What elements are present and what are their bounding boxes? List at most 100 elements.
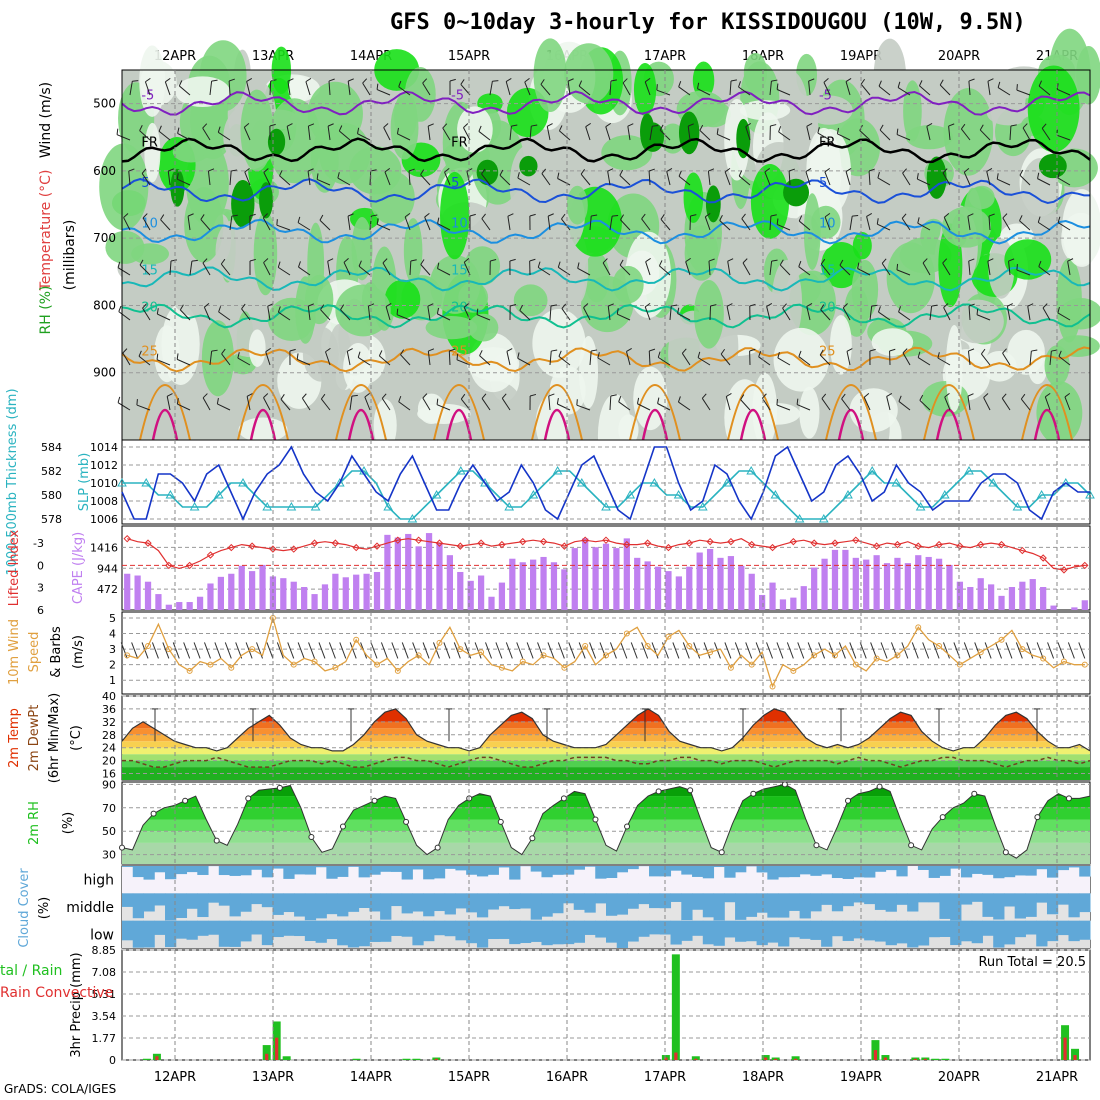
wind-barb — [742, 262, 751, 276]
wind-barb-flag — [319, 214, 324, 221]
cloud-cell — [799, 893, 811, 919]
wind-barb-flag — [400, 349, 405, 355]
wind-barb — [217, 403, 231, 411]
cloud-cell — [487, 866, 499, 875]
wind-barb-flag — [547, 123, 553, 127]
wind10m-point — [644, 643, 651, 649]
cloud-cell — [240, 920, 252, 942]
wind-barb — [657, 403, 671, 411]
wind-barb-flag — [876, 218, 879, 225]
wind-barb-flag — [325, 347, 331, 353]
thickness-point — [625, 489, 636, 499]
wind-barb-flag — [968, 258, 975, 262]
legend-convective: Rain Convective — [0, 985, 113, 1001]
wind-barb — [669, 306, 672, 321]
wind-barb-flag — [481, 213, 486, 219]
wind-barb-flag — [620, 214, 625, 221]
wind-barb — [1002, 352, 1011, 366]
wind-barb-flag — [123, 213, 129, 218]
wind-barb-flag — [139, 259, 144, 266]
li-point — [872, 542, 881, 550]
wind-barb — [427, 126, 431, 141]
wind-barb — [678, 175, 691, 186]
wind-barb — [128, 171, 131, 186]
wind-barb-flag — [383, 123, 389, 128]
rh2m-point — [655, 788, 662, 795]
wind-barb — [307, 171, 311, 186]
wind-barb — [806, 306, 811, 321]
cape-bar — [238, 565, 245, 610]
wind10m-barb — [745, 642, 753, 659]
wind-barb — [122, 352, 131, 366]
cape-bar — [831, 549, 839, 610]
cape-bar — [748, 573, 755, 610]
cloud-cell — [1046, 893, 1059, 915]
wind-barb — [987, 81, 991, 96]
cape-bar — [675, 576, 682, 610]
cape-bar — [436, 542, 443, 610]
cape-bar — [1008, 587, 1016, 610]
wind-barb-flag — [176, 173, 179, 180]
wind-barb — [896, 269, 911, 276]
cape-bar — [259, 564, 266, 610]
cloud-cell — [928, 893, 940, 903]
wind-barb — [376, 89, 391, 96]
li-point — [394, 536, 402, 544]
wind10m-barb — [193, 642, 201, 659]
thickness-point — [431, 489, 442, 499]
rh-shade — [302, 326, 339, 382]
wind10m-barb — [297, 642, 305, 659]
cloud-cell — [412, 893, 424, 912]
rh2m-point — [908, 842, 915, 849]
li-point — [206, 551, 215, 559]
wind-barb-flag — [1056, 83, 1059, 90]
wind10m-barb — [547, 642, 555, 659]
wind10m-barb — [557, 642, 565, 659]
isotherm-20 — [121, 303, 1091, 329]
cloud-cell — [853, 920, 865, 939]
wind-barb — [177, 133, 191, 141]
wind-barb — [509, 126, 512, 141]
wind10m-barb — [120, 642, 128, 659]
wind10m-barb — [172, 642, 180, 659]
cape-bar — [987, 584, 995, 610]
wind-barb — [617, 313, 631, 321]
wind-barb — [377, 223, 391, 231]
cape-bar — [696, 552, 703, 610]
li-point — [831, 539, 839, 547]
rh-shade — [215, 220, 252, 283]
ylabel-temperature: Temperature (°C) — [38, 170, 54, 292]
wind-barb-flag — [605, 122, 612, 128]
wind-barb-flag — [351, 394, 358, 397]
cloud-cell — [272, 866, 284, 869]
wind-barb — [960, 128, 971, 141]
cloud-cell — [197, 866, 209, 875]
wind-barb — [358, 265, 371, 276]
rh-shade — [394, 400, 415, 443]
cloud-cell — [885, 893, 897, 912]
cape-bar — [228, 573, 235, 610]
wind-barb — [437, 223, 451, 231]
wind-barb-flag — [376, 218, 379, 225]
cape-bar — [904, 563, 911, 610]
wind-barb — [897, 87, 911, 96]
wind-barb — [156, 359, 171, 366]
wind-barb — [142, 307, 151, 321]
rh-shade — [566, 185, 588, 225]
cape-bar — [332, 573, 339, 610]
cloud-cell — [1046, 866, 1059, 878]
wind-barb-flag — [490, 259, 497, 262]
wind10m-point — [228, 664, 235, 671]
cloud-cell — [831, 920, 844, 937]
wind-barb-flag — [356, 127, 360, 134]
wind-barb — [644, 306, 651, 321]
wind-barb-flag — [770, 214, 777, 217]
cloud-cell — [874, 866, 887, 872]
wind-barb — [898, 401, 911, 411]
cape-bar — [467, 580, 474, 610]
wind-barb-flag — [540, 79, 545, 85]
wind10m-point — [165, 646, 172, 653]
wind-barb — [517, 177, 531, 186]
wind-barb — [839, 264, 851, 276]
wind10m-barb — [339, 642, 347, 659]
